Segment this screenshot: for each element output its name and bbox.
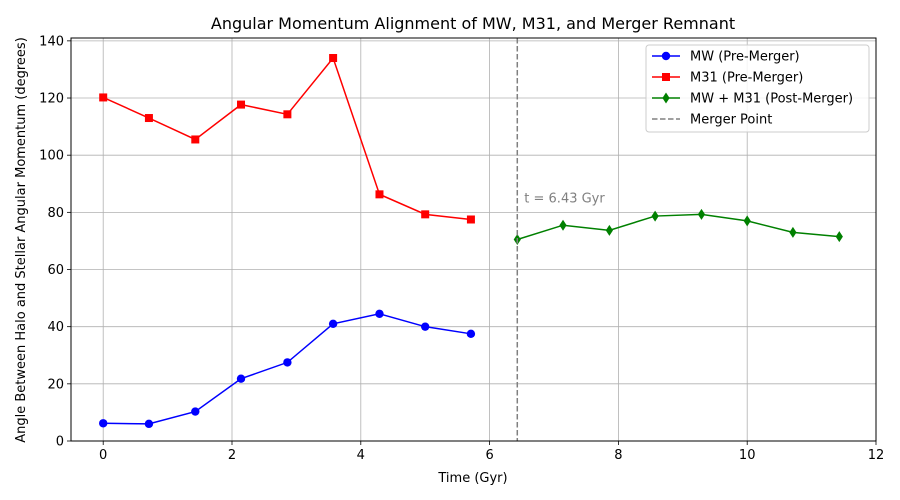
data-point (835, 231, 843, 243)
data-point (697, 208, 706, 220)
x-axis-label: Time (Gyr) (437, 471, 507, 486)
y-tick-label: 120 (39, 92, 64, 107)
y-tick-label: 140 (39, 34, 64, 49)
x-tick-label: 8 (614, 448, 622, 463)
y-tick-label: 100 (39, 149, 64, 164)
data-point (743, 215, 751, 227)
data-point (329, 54, 338, 63)
data-point (651, 210, 659, 222)
data-point (99, 419, 108, 428)
data-point (236, 374, 246, 383)
series-line (102, 56, 472, 221)
merger-annotation: t = 6.43 Gyr (524, 192, 605, 207)
data-point (191, 407, 200, 416)
y-tick-label: 0 (56, 435, 64, 450)
legend-label: Merger Point (690, 113, 772, 128)
data-point (283, 358, 292, 367)
x-tick-label: 2 (228, 448, 236, 463)
data-point (466, 215, 475, 224)
y-tick-label: 40 (47, 320, 64, 335)
x-tick-label: 10 (739, 448, 756, 463)
y-tick-label: 60 (47, 263, 64, 278)
legend: MW (Pre-Merger) M31 (Pre-Merger) MW + M31 … (645, 44, 870, 133)
legend-frame (645, 44, 870, 133)
legend-marker (662, 92, 670, 104)
x-tick-label: 4 (357, 448, 365, 463)
series-line (517, 213, 840, 241)
legend-entry: MW (Pre-Merger) (652, 50, 800, 65)
data-point (328, 319, 338, 329)
legend-entry: MW + M31 (Post-Merger) (652, 92, 853, 107)
data-point (99, 93, 108, 102)
legend-entry: Merger Point (652, 113, 772, 128)
data-point (375, 309, 384, 319)
y-axis-label: Angle Between Halo and Stellar Angular M… (14, 37, 29, 443)
series-3 (513, 208, 843, 245)
data-point (191, 135, 200, 144)
legend-label: M31 (Pre-Merger) (690, 71, 803, 86)
legend-marker (661, 51, 671, 61)
chart-title: Angular Momentum Alignment of MW, M31, a… (211, 14, 735, 33)
data-point (421, 322, 430, 331)
data-point (237, 100, 246, 109)
data-point (144, 419, 154, 429)
series-1 (99, 309, 476, 429)
series-line (103, 313, 472, 425)
legend-entry: M31 (Pre-Merger) (652, 71, 803, 86)
data-point (605, 224, 613, 236)
data-point (375, 190, 384, 199)
plot-frame (70, 37, 877, 442)
x-tick-label: 0 (99, 448, 107, 463)
y-tick-label: 20 (47, 377, 64, 392)
series-2 (99, 54, 475, 224)
plot-area: t = 6.43 Gyr (99, 38, 843, 441)
x-tick-label: 6 (485, 448, 493, 463)
legend-label: MW + M31 (Post-Merger) (690, 92, 853, 107)
x-tick-label: 12 (868, 448, 885, 463)
data-point (559, 219, 567, 231)
data-point (789, 226, 797, 238)
legend-marker (662, 73, 670, 81)
data-point (283, 110, 292, 119)
data-point (421, 210, 430, 219)
y-tick-label: 80 (47, 206, 64, 221)
data-point (144, 114, 153, 123)
legend-label: MW (Pre-Merger) (690, 50, 800, 65)
data-point (466, 329, 476, 339)
